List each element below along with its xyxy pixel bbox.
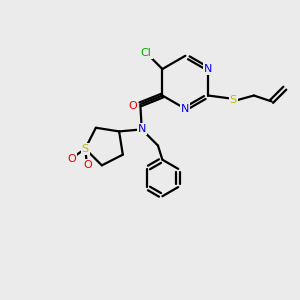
Text: S: S <box>230 95 237 105</box>
Text: O: O <box>68 154 76 164</box>
Text: O: O <box>129 101 137 111</box>
Text: N: N <box>138 124 146 134</box>
Text: S: S <box>82 144 89 154</box>
Text: O: O <box>84 160 92 170</box>
Text: N: N <box>181 104 190 114</box>
Text: N: N <box>204 64 212 74</box>
Text: Cl: Cl <box>141 48 152 58</box>
